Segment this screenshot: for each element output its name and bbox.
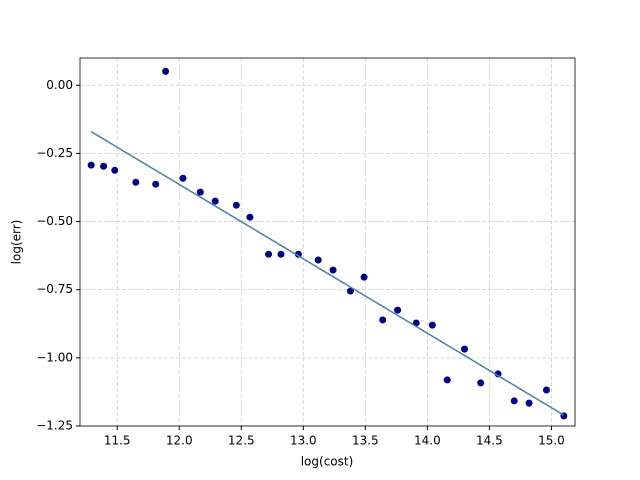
scatter-point <box>277 250 285 258</box>
scatter-point <box>346 287 354 295</box>
scatter-point <box>494 370 502 378</box>
x-tick-label: 14.0 <box>414 434 441 448</box>
scatter-point <box>394 306 402 314</box>
scatter-point <box>443 376 451 384</box>
scatter-point <box>379 316 387 324</box>
scatter-point <box>525 399 533 407</box>
x-tick-label: 11.5 <box>104 434 131 448</box>
x-tick-label: 12.5 <box>228 434 255 448</box>
scatter-point <box>461 345 469 353</box>
scatter-point <box>111 166 119 174</box>
scatter-point <box>542 386 550 394</box>
y-tick-label: 0.00 <box>46 78 73 92</box>
scatter-point <box>510 397 518 405</box>
scatter-point <box>265 250 273 258</box>
scatter-point <box>100 162 108 170</box>
x-tick-label: 12.0 <box>166 434 193 448</box>
scatter-point <box>314 256 322 264</box>
scatter-point <box>329 266 337 274</box>
y-tick-label: −1.25 <box>36 419 73 433</box>
y-tick-label: −1.00 <box>36 350 73 364</box>
scatter-point <box>360 273 368 281</box>
scatter-point <box>294 250 302 258</box>
y-tick-label: −0.25 <box>36 146 73 160</box>
fit-line <box>90 130 565 416</box>
y-tick-label: −0.75 <box>36 282 73 296</box>
scatter-point <box>162 67 170 75</box>
scatter-point <box>232 201 240 209</box>
y-axis-label: log(err) <box>10 220 24 265</box>
scatter-point <box>246 213 254 221</box>
scatter-point <box>87 161 95 169</box>
x-axis-label: log(cost) <box>301 455 354 469</box>
scatter-point <box>196 188 204 196</box>
scatter-point <box>179 174 187 182</box>
scatter-point <box>152 180 160 188</box>
scatter-point <box>477 379 485 387</box>
x-tick-label: 13.0 <box>290 434 317 448</box>
x-tick-label: 13.5 <box>352 434 379 448</box>
x-tick-label: 14.5 <box>476 434 503 448</box>
scatter-point <box>211 197 219 205</box>
scatter-point <box>428 321 436 329</box>
plot-frame <box>79 57 576 427</box>
x-tick-label: 15.0 <box>538 434 565 448</box>
scatter-point <box>132 178 140 186</box>
y-tick-label: −0.50 <box>36 214 73 228</box>
